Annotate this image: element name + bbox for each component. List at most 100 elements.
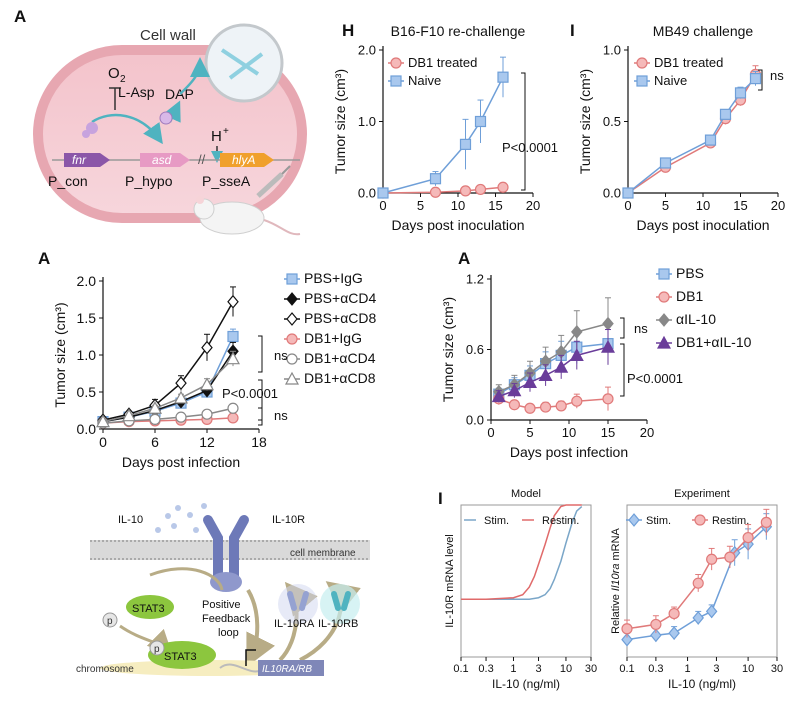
o2-label: O 2 — [108, 65, 126, 85]
chart-i-model: I Model 0.1 0.3 1 3 10 30 IL-10 (ng/ml) IL-10R mR… — [438, 488, 597, 691]
data-point — [507, 383, 522, 397]
x-tick-label: 10 — [742, 663, 754, 675]
chromosome-label: chromosome — [76, 664, 134, 675]
il10ra-icon — [278, 584, 318, 624]
svg-text:2: 2 — [120, 74, 126, 85]
significance-bracket — [758, 69, 763, 91]
legend-label: αIL-10 — [676, 311, 716, 327]
legend-marker — [286, 292, 298, 306]
data-point — [201, 340, 213, 355]
significance-bracket — [258, 335, 263, 373]
gene-label: IL10RA/RB — [262, 664, 312, 675]
data-point — [706, 553, 718, 565]
data-point — [377, 187, 389, 199]
series-line-1 — [102, 350, 234, 423]
chart-title: MB49 challenge — [653, 23, 754, 39]
y-tick-label: 1.0 — [603, 43, 621, 58]
x-axis-label: Days post infection — [510, 444, 628, 460]
chart-a-il10-blockade: A 0 5 10 15 20 0.0 0.6 1.2 Days post infection Tum… — [440, 249, 752, 460]
arrow-to-wall — [179, 57, 210, 95]
svg-text:p: p — [154, 644, 160, 655]
legend-label: PBS+αCD4 — [304, 290, 377, 306]
x-tick-label: 6 — [151, 434, 159, 450]
data-point — [491, 389, 506, 403]
legend-marker — [286, 333, 298, 345]
phospho-icon-2 — [149, 640, 165, 656]
chart-title: B16-F10 re-challenge — [391, 23, 526, 39]
receptor-icon — [203, 515, 249, 592]
gene-hlya-arrow — [220, 153, 274, 167]
chart-title: Model — [511, 488, 541, 500]
data-point — [602, 393, 614, 405]
schematic-il10-feedback: IL-10 IL-10R cell membrane STAT3 p Posit… — [76, 503, 370, 676]
data-point — [692, 610, 704, 625]
x-tick-label: 5 — [662, 198, 669, 213]
data-point — [569, 348, 584, 361]
y-tick-label: 1.0 — [77, 347, 97, 363]
mouse-icon — [193, 196, 301, 236]
y-tick-label: 0.0 — [603, 186, 621, 201]
x-axis-label: Days post inoculation — [636, 217, 769, 233]
legend-label: DB1 treated — [654, 55, 723, 70]
il10-label: IL-10 — [118, 514, 143, 526]
gene-asd-label: asd — [152, 153, 172, 167]
x-tick-label: 20 — [771, 198, 785, 213]
legend-marker — [628, 513, 640, 527]
data-point — [201, 408, 213, 420]
data-point — [760, 516, 772, 528]
data-point — [149, 413, 161, 425]
x-axis-label: IL-10 (ng/ml) — [668, 677, 736, 691]
data-point — [650, 618, 662, 631]
legend-marker — [636, 57, 648, 69]
significance-bracket — [620, 317, 625, 339]
significance-bracket — [620, 343, 625, 397]
data-point — [497, 181, 509, 193]
y-axis-label: Tumor size (cm³) — [577, 69, 593, 174]
x-tick-label: 0 — [99, 434, 107, 450]
x-tick-label: 30 — [585, 663, 597, 675]
data-point — [571, 395, 583, 407]
x-tick-label: 5 — [417, 198, 424, 213]
svg-text:p: p — [107, 616, 113, 627]
x-tick-label: 1 — [684, 663, 690, 675]
gene-asd-arrow — [140, 153, 190, 167]
o2-inhibition-line — [109, 87, 121, 110]
data-point — [227, 412, 239, 424]
significance-label: P<0.0001 — [627, 371, 683, 386]
x-tick-label: 10 — [560, 663, 572, 675]
legend-marker — [286, 312, 298, 326]
data-point — [742, 531, 754, 544]
loop-label: loop — [218, 627, 239, 639]
x-tick-label: 10 — [451, 198, 465, 213]
data-point — [650, 628, 662, 643]
data-point — [555, 400, 567, 412]
svg-text://: // — [198, 152, 206, 167]
legend-marker — [658, 268, 670, 280]
legend-label: PBS+IgG — [304, 270, 363, 286]
il10-molecule-icons — [155, 503, 207, 533]
y-axis-label-part: mRNA — [610, 527, 622, 563]
panel-letter: I — [570, 21, 575, 40]
data-point — [199, 377, 215, 391]
legend-label: DB1 — [676, 288, 703, 304]
data-point — [600, 339, 616, 353]
panel-letter-a-top: A — [14, 7, 26, 26]
x-tick-label: 0.3 — [648, 663, 663, 675]
y-tick-label: 1.0 — [358, 114, 376, 129]
data-point — [659, 157, 672, 169]
significance-label: P<0.0001 — [222, 386, 278, 401]
schematic-bacteria: A Cell wall O 2 L-Asp DAP H + fnr asd //… — [14, 7, 307, 236]
legend-marker — [694, 514, 706, 526]
stat3-dimer-icon — [148, 641, 216, 669]
series-line-1 — [461, 504, 582, 600]
il10ra-label: IL-10RA — [274, 618, 315, 630]
syringe-icon — [256, 165, 291, 198]
series-line-1 — [382, 76, 504, 194]
legend-marker — [390, 75, 402, 87]
data-point — [621, 632, 633, 647]
promoter-con-label: P_con — [48, 173, 88, 189]
x-tick-label: 0.1 — [619, 663, 634, 675]
data-point — [474, 115, 487, 128]
data-point — [668, 607, 680, 620]
